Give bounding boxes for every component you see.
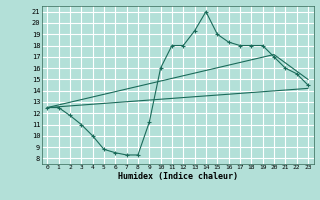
X-axis label: Humidex (Indice chaleur): Humidex (Indice chaleur) — [118, 172, 237, 181]
